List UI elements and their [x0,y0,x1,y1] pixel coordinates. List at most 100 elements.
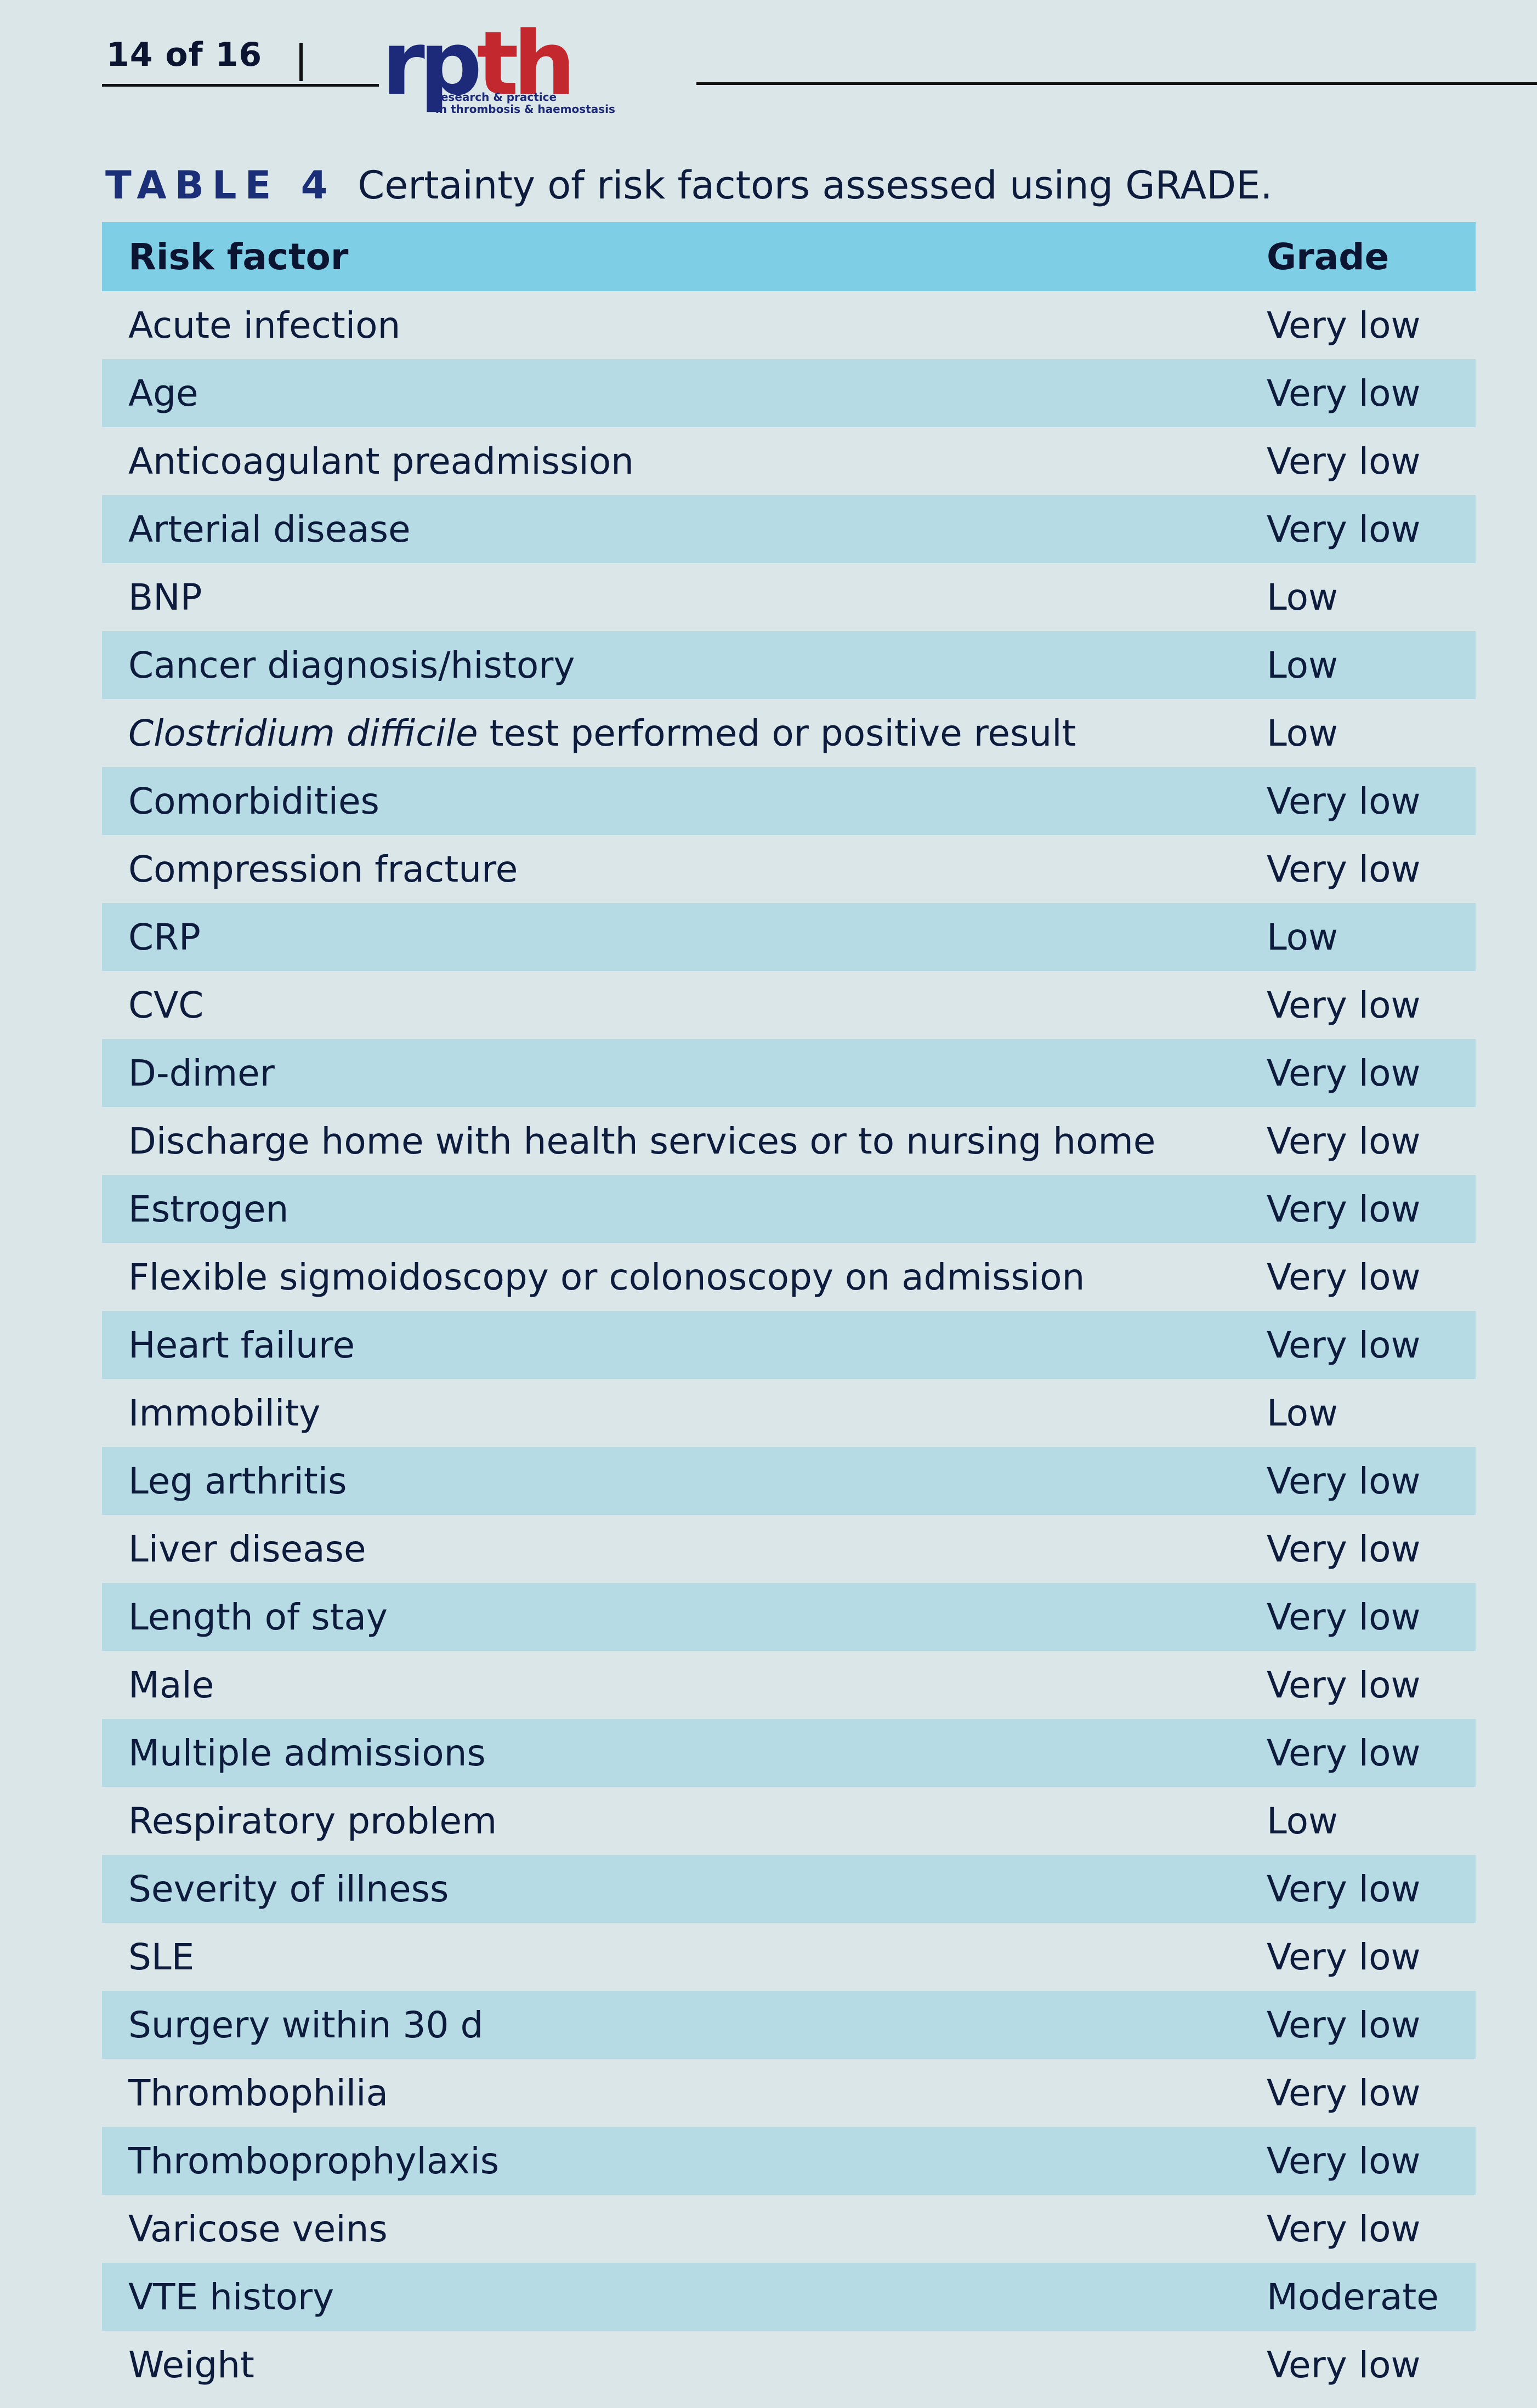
column-header-risk-factor: Risk factor [128,235,349,278]
column-header-grade: Grade [1267,235,1389,278]
grade-cell: Very low [1267,1459,1421,1502]
grade-cell: Very low [1267,848,1421,890]
risk-factor-table: Risk factor Grade Acute infection Very lo… [102,222,1476,2399]
table-body: Acute infection Very low Age Very low Antico… [102,291,1476,2399]
risk-factor-cell: Heart failure [128,1324,355,1366]
table-row: Anticoagulant preadmission Very low [102,427,1476,495]
risk-factor-cell: Weight [128,2343,254,2386]
grade-cell: Very low [1267,1052,1421,1094]
table-row: Thromboprophylaxis Very low [102,2127,1476,2195]
risk-factor-cell: Male [128,1663,214,1706]
risk-factor-rest: test performed or positive result [478,712,1076,754]
risk-factor-cell: Age [128,372,198,414]
running-header: 14 of 16 rpth research & practice in thr… [102,20,1537,132]
risk-factor-cell: VTE history [128,2275,334,2318]
grade-cell: Very low [1267,1120,1421,1162]
risk-factor-cell: Leg arthritis [128,1459,347,1502]
table-row: Immobility Low [102,1379,1476,1447]
grade-cell: Very low [1267,1256,1421,1298]
risk-factor-cell: Discharge home with health services or t… [128,1120,1156,1162]
grade-cell: Very low [1267,1188,1421,1230]
table-caption: TABLE 4 Certainty of risk factors assesse… [105,158,1273,213]
table-row: SLE Very low [102,1923,1476,1991]
table-row: Leg arthritis Very low [102,1447,1476,1515]
journal-logo: rpth research & practice in thrombosis &… [382,20,694,132]
risk-factor-cell: Multiple admissions [128,1731,486,1774]
logo-wordmark: rpth [382,20,576,107]
table-row: CVC Very low [102,971,1476,1039]
risk-factor-cell: Severity of illness [128,1867,449,1910]
table-row: Comorbidities Very low [102,767,1476,835]
table-row: Respiratory problem Low [102,1787,1476,1855]
grade-cell: Very low [1267,1867,1421,1910]
grade-cell: Very low [1267,2343,1421,2386]
table-row: Compression fracture Very low [102,835,1476,903]
grade-cell: Low [1267,712,1338,754]
grade-cell: Low [1267,916,1338,958]
table-row: VTE history Moderate [102,2263,1476,2331]
table-row: Length of stay Very low [102,1583,1476,1651]
logo-tagline: research & practice in thrombosis & haem… [435,90,615,116]
risk-factor-cell: Cancer diagnosis/history [128,644,575,686]
grade-cell: Very low [1267,304,1421,347]
table-row: Arterial disease Very low [102,495,1476,563]
risk-factor-cell: Surgery within 30 d [128,2003,484,2046]
risk-factor-cell: Immobility [128,1392,321,1434]
risk-factor-cell: CRP [128,916,201,958]
table-row: D-dimer Very low [102,1039,1476,1107]
risk-factor-cell: Acute infection [128,304,401,347]
table-row: CRP Low [102,903,1476,971]
grade-cell: Very low [1267,1935,1421,1978]
grade-cell: Very low [1267,2071,1421,2114]
risk-factor-cell: CVC [128,984,204,1026]
table-row: Acute infection Very low [102,291,1476,359]
risk-factor-italic: Clostridium difficile [128,712,478,754]
header-rule-right [696,82,1537,85]
grade-cell: Low [1267,1799,1338,1842]
risk-factor-cell: D-dimer [128,1052,275,1094]
risk-factor-cell: Liver disease [128,1527,366,1570]
grade-cell: Very low [1267,2003,1421,2046]
grade-cell: Very low [1267,1324,1421,1366]
risk-factor-cell: Flexible sigmoidoscopy or colonoscopy on… [128,1256,1085,1298]
table-row: Thrombophilia Very low [102,2059,1476,2127]
risk-factor-cell: Thrombophilia [128,2071,388,2114]
table-row: Cancer diagnosis/history Low [102,631,1476,699]
header-separator [299,43,303,81]
table-label: TABLE 4 [105,163,336,208]
risk-factor-cell: Length of stay [128,1595,388,1638]
grade-cell: Very low [1267,2139,1421,2182]
grade-cell: Very low [1267,1527,1421,1570]
table-row: Estrogen Very low [102,1175,1476,1243]
grade-cell: Very low [1267,1595,1421,1638]
grade-cell: Very low [1267,780,1421,822]
table-row: Clostridium difficile test performed or … [102,699,1476,767]
risk-factor-cell: Arterial disease [128,508,411,550]
table-row: Discharge home with health services or t… [102,1107,1476,1175]
grade-cell: Low [1267,644,1338,686]
risk-factor-cell: Compression fracture [128,848,518,890]
table-row: Weight Very low [102,2331,1476,2399]
grade-cell: Very low [1267,372,1421,414]
grade-cell: Very low [1267,1663,1421,1706]
table-row: BNP Low [102,563,1476,631]
page-number: 14 of 16 [106,36,263,74]
table-row: Flexible sigmoidoscopy or colonoscopy on… [102,1243,1476,1311]
logo-rp: rp [382,12,482,115]
risk-factor-cell: BNP [128,576,202,618]
table-header-row: Risk factor Grade [102,222,1476,291]
table-row: Surgery within 30 d Very low [102,1991,1476,2059]
table-row: Liver disease Very low [102,1515,1476,1583]
header-rule-left [102,84,379,87]
table-row: Heart failure Very low [102,1311,1476,1379]
table-row: Age Very low [102,359,1476,427]
table-row: Multiple admissions Very low [102,1719,1476,1787]
grade-cell: Low [1267,576,1338,618]
grade-cell: Very low [1267,508,1421,550]
grade-cell: Very low [1267,1731,1421,1774]
grade-cell: Very low [1267,984,1421,1026]
risk-factor-cell: Varicose veins [128,2207,388,2250]
risk-factor-cell: Estrogen [128,1188,289,1230]
grade-cell: Moderate [1267,2275,1439,2318]
table-row: Varicose veins Very low [102,2195,1476,2263]
